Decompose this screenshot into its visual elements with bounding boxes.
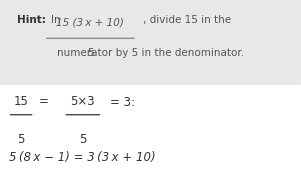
Text: 5×3: 5×3 <box>70 95 95 108</box>
Text: 5: 5 <box>79 133 86 146</box>
Text: 15: 15 <box>14 95 29 108</box>
Text: 5 (8 x − 1) = 3 (3 x + 10): 5 (8 x − 1) = 3 (3 x + 10) <box>9 151 156 164</box>
Text: Hint:: Hint: <box>17 15 45 25</box>
Text: 5: 5 <box>17 133 25 146</box>
Text: numerator by 5 in the denominator.: numerator by 5 in the denominator. <box>57 48 244 58</box>
Text: =: = <box>39 96 48 108</box>
Text: = 3:: = 3: <box>110 96 135 108</box>
Text: In: In <box>51 15 61 25</box>
FancyBboxPatch shape <box>0 0 301 85</box>
Text: 5: 5 <box>87 48 94 58</box>
Text: 15 (3 x + 10): 15 (3 x + 10) <box>56 18 124 28</box>
Text: , divide 15 in the: , divide 15 in the <box>143 15 231 25</box>
